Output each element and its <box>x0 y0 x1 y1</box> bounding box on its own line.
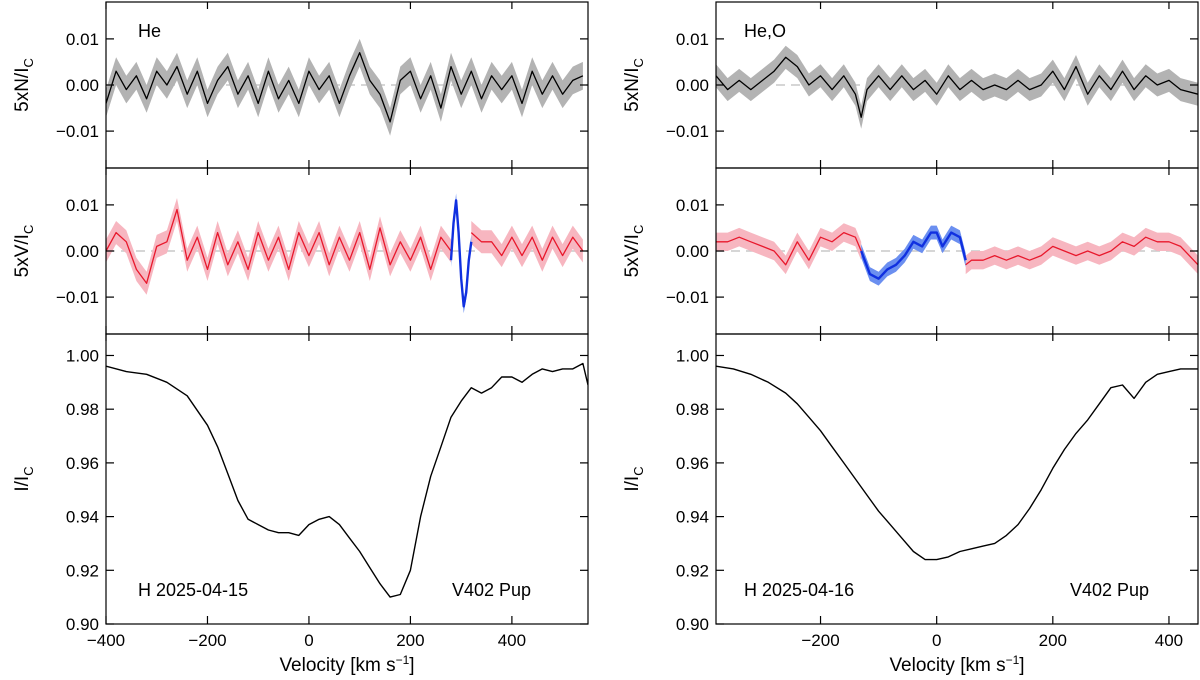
x-tick-label-right: 0 <box>932 631 941 650</box>
y-tick-label: 0.90 <box>676 615 709 634</box>
y-tick-label: 0.00 <box>676 76 709 95</box>
date-label-left: H 2025-04-15 <box>138 580 248 600</box>
plot-area <box>716 223 1198 286</box>
y-tick-label: 0.00 <box>66 76 99 95</box>
y-tick-label: 1.00 <box>676 346 709 365</box>
signal-region-line <box>860 231 967 280</box>
intensity-panel-left: 0.90 0.92 0.94 0.96 0.98 1.00 I/IC <box>12 333 589 634</box>
x-tick-label-left: −400 <box>87 631 125 650</box>
plot-area <box>106 38 588 136</box>
x-axis-label-right: Velocity [km s−1] <box>889 653 1024 676</box>
y-tick-label: 0.01 <box>66 30 99 49</box>
y-tick-label: 0.01 <box>676 196 709 215</box>
element-label-left: He <box>138 21 161 41</box>
stokesv-profile-line-tail <box>470 232 584 261</box>
panel-frame <box>105 333 589 625</box>
stokesV-y-axis-label-right: 5xV/IC <box>622 225 646 278</box>
star-label-right: V402 Pup <box>1070 580 1149 600</box>
null-error-band <box>106 38 583 136</box>
y-tick-label: 0.98 <box>676 400 709 419</box>
intensity-profile-line <box>106 362 588 598</box>
y-tick-label: −0.01 <box>666 122 709 141</box>
stokesV-panel-left: −0.01 0.00 0.01 5xV/IC <box>12 167 589 335</box>
stokesv-error-band <box>106 198 451 295</box>
null-panel-right: −0.01 0.00 0.01 5xN/IC <box>622 1 1199 169</box>
signal-region-line <box>449 199 473 308</box>
date-label-right: H 2025-04-16 <box>744 580 854 600</box>
stokesv-profile-line-tail <box>965 236 1198 266</box>
y-tick-label: 1.00 <box>66 346 99 365</box>
element-label-right: He,O <box>744 21 786 41</box>
stokesV-panel-right: −0.01 0.00 0.01 5xV/IC <box>622 167 1199 335</box>
y-tick-label: 0.98 <box>66 400 99 419</box>
y-tick-label: 0.90 <box>66 615 99 634</box>
y-tick-label: −0.01 <box>56 288 99 307</box>
y-tick-label: 0.01 <box>676 30 709 49</box>
stokesv-profile-line <box>716 231 862 266</box>
y-tick-label: −0.01 <box>56 122 99 141</box>
y-tick-label: 0.00 <box>66 242 99 261</box>
panel-frame <box>715 333 1199 625</box>
null-y-axis-label-left: 5xN/IC <box>12 58 36 112</box>
intensity-y-axis-label-left: I/IC <box>12 466 36 491</box>
star-label-left: V402 Pup <box>452 580 531 600</box>
y-tick-label: 0.00 <box>676 242 709 261</box>
y-tick-label: 0.92 <box>66 561 99 580</box>
x-tick-label-left: 400 <box>498 631 526 650</box>
x-tick-label-left: 0 <box>304 631 313 650</box>
x-tick-label-right: 200 <box>1039 631 1067 650</box>
y-tick-label: −0.01 <box>666 288 709 307</box>
null-error-band <box>716 45 1198 129</box>
plot-area <box>106 193 588 314</box>
x-tick-label-right: 400 <box>1155 631 1183 650</box>
stokesv-error-band <box>716 223 862 275</box>
x-tick-label-left: 200 <box>396 631 424 650</box>
y-tick-label: 0.92 <box>676 561 709 580</box>
x-tick-label-right: −200 <box>801 631 839 650</box>
stokesv-error-band-tail <box>965 227 1198 275</box>
plot-area <box>106 362 588 598</box>
intensity-panel-right: 0.90 0.92 0.94 0.96 0.98 1.00 I/IC <box>622 333 1199 634</box>
null-y-axis-label-right: 5xN/IC <box>622 58 646 112</box>
y-tick-label: 0.96 <box>676 454 709 473</box>
null-profile-line <box>106 52 584 123</box>
intensity-y-axis-label-right: I/IC <box>622 466 646 491</box>
intensity-profile-line <box>716 365 1198 561</box>
y-tick-label: 0.96 <box>66 454 99 473</box>
x-tick-label-left: −200 <box>188 631 226 650</box>
plot-area <box>716 45 1198 129</box>
plot-area <box>716 365 1198 561</box>
null-panel-left: −0.01 0.00 0.01 5xN/IC <box>12 1 589 169</box>
null-profile-line <box>716 56 1198 118</box>
x-axis-label-left: Velocity [km s−1] <box>279 653 414 676</box>
y-tick-label: 0.01 <box>66 196 99 215</box>
y-tick-label: 0.94 <box>66 508 99 527</box>
stokesV-y-axis-label-left: 5xV/IC <box>12 225 36 278</box>
stokesv-profile-line <box>106 208 452 284</box>
y-tick-label: 0.94 <box>676 508 709 527</box>
plot-layer: −0.01 0.00 0.01 5xN/IC −0.01 0.00 0.01 5xV/IC 0.… <box>12 1 1199 650</box>
